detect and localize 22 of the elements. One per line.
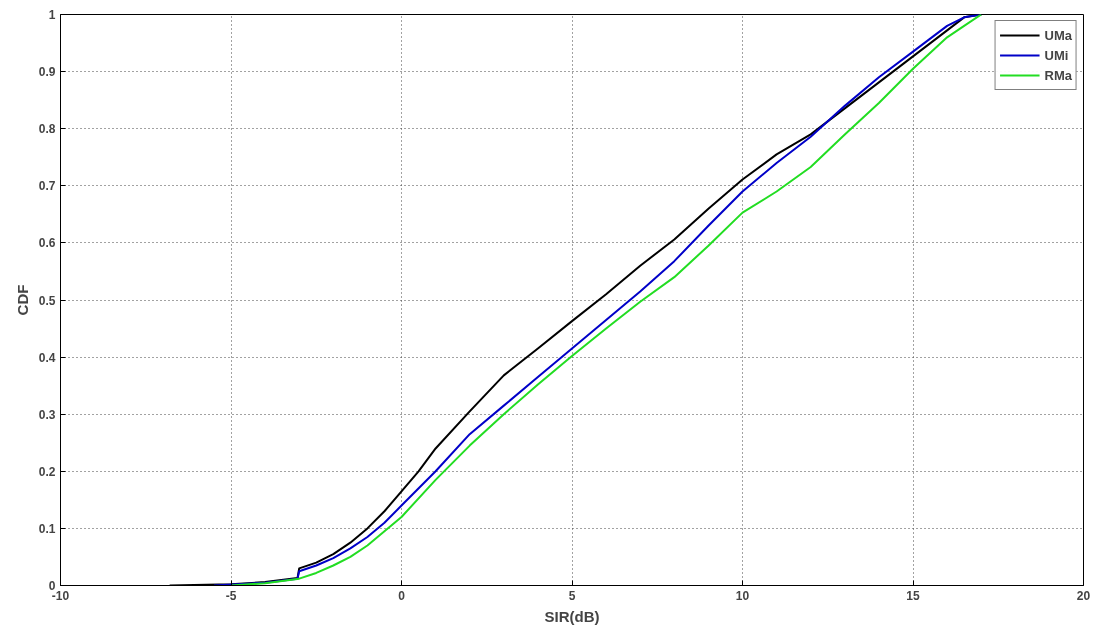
legend-label: UMi [1044,47,1069,63]
x-axis-title: SIR(dB) [544,607,600,625]
y-tick-label: 0.4 [38,350,56,365]
y-tick-label: 0.3 [38,407,56,422]
y-tick-label: 0.7 [38,179,56,194]
x-tick-label: 5 [568,588,576,603]
x-tick-label: 15 [906,588,920,603]
x-tick-label: -5 [225,588,237,603]
y-tick-label: 1 [48,8,56,22]
y-tick-label: 0.6 [38,236,56,251]
y-tick-label: 0.2 [38,464,56,479]
y-tick-label: 0 [48,579,56,593]
y-tick-label: 0.1 [38,521,56,536]
x-tick-label: 20 [1076,588,1091,603]
y-tick-label: 0.8 [38,122,56,137]
y-axis-title: CDF [13,284,31,316]
y-tick-label: 0.9 [38,65,56,80]
x-tick-label: 10 [735,588,750,603]
y-tick-label: 0.5 [38,293,56,308]
legend-label: UMa [1044,27,1072,43]
x-tick-label: 0 [398,588,406,603]
legend-label: RMa [1044,67,1072,83]
